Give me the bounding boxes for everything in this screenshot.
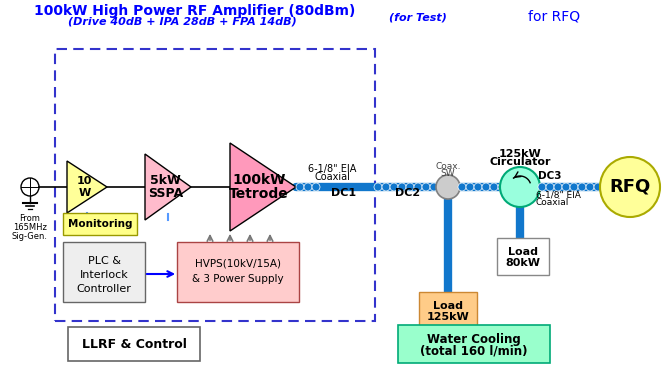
Circle shape [374,183,382,191]
FancyBboxPatch shape [68,327,200,361]
Text: 80kW: 80kW [506,258,540,268]
Circle shape [500,167,540,207]
Circle shape [304,183,312,191]
Circle shape [600,157,660,217]
Text: From: From [19,214,41,223]
Circle shape [430,183,438,191]
Text: (Drive 40dB + IPA 28dB + FPA 14dB): (Drive 40dB + IPA 28dB + FPA 14dB) [67,17,296,27]
Circle shape [586,183,594,191]
Text: 10: 10 [77,176,92,186]
Circle shape [398,183,406,191]
Text: DC3: DC3 [538,171,562,181]
Circle shape [506,183,514,191]
FancyBboxPatch shape [497,238,549,275]
Text: 100kW High Power RF Amplifier (80dBm): 100kW High Power RF Amplifier (80dBm) [34,4,356,18]
Text: Interlock: Interlock [79,270,128,280]
Circle shape [312,183,320,191]
Text: 6-1/8" EIA: 6-1/8" EIA [307,164,356,174]
Text: PLC &: PLC & [87,256,121,266]
Circle shape [422,183,430,191]
Text: DC1: DC1 [331,188,357,198]
Circle shape [490,183,498,191]
Circle shape [554,183,562,191]
Text: 125kW: 125kW [427,312,470,322]
Circle shape [562,183,570,191]
Text: 5kW: 5kW [150,174,181,187]
Circle shape [382,183,390,191]
Text: Coaxial: Coaxial [314,172,350,182]
Text: SW: SW [441,169,456,178]
Text: 165MHz: 165MHz [13,223,47,232]
Text: 6-1/8" EIA: 6-1/8" EIA [536,190,581,199]
Polygon shape [145,154,191,220]
FancyBboxPatch shape [398,325,550,363]
Text: 125kW: 125kW [499,149,542,159]
Text: W: W [79,188,91,197]
Text: Load: Load [433,301,463,311]
Text: Circulator: Circulator [490,157,551,167]
Text: Sig-Gen.: Sig-Gen. [12,232,48,241]
Text: Coax.: Coax. [436,162,461,171]
Text: HVPS(10kV/15A): HVPS(10kV/15A) [195,259,281,269]
Circle shape [570,183,578,191]
Polygon shape [67,161,107,213]
Circle shape [498,183,506,191]
Circle shape [414,183,422,191]
Text: Monitoring: Monitoring [68,219,132,229]
Circle shape [406,183,414,191]
Circle shape [538,183,546,191]
Circle shape [390,183,398,191]
Text: Coaxial: Coaxial [536,198,570,207]
Text: LLRF & Control: LLRF & Control [81,338,187,351]
Circle shape [474,183,482,191]
Text: Load: Load [508,247,538,257]
Text: & 3 Power Supply: & 3 Power Supply [192,274,284,284]
Circle shape [436,175,460,199]
Text: DC2: DC2 [396,188,421,198]
FancyBboxPatch shape [419,292,477,330]
Text: Water Cooling: Water Cooling [427,332,521,346]
Text: Controller: Controller [77,284,131,294]
Circle shape [466,183,474,191]
Circle shape [546,183,554,191]
Polygon shape [230,143,296,231]
Text: Tetrode: Tetrode [229,187,289,201]
Circle shape [594,183,602,191]
FancyBboxPatch shape [63,242,145,302]
Circle shape [296,183,304,191]
Text: 100kW: 100kW [232,173,285,187]
Circle shape [482,183,490,191]
FancyBboxPatch shape [63,213,137,235]
FancyBboxPatch shape [177,242,299,302]
Circle shape [21,178,39,196]
Circle shape [578,183,586,191]
Circle shape [458,183,466,191]
Text: for RFQ: for RFQ [528,10,580,24]
Text: (total 160 l/min): (total 160 l/min) [420,345,528,357]
Text: RFQ: RFQ [610,178,650,196]
Text: SSPA: SSPA [147,187,183,200]
Text: (for Test): (for Test) [389,12,447,22]
